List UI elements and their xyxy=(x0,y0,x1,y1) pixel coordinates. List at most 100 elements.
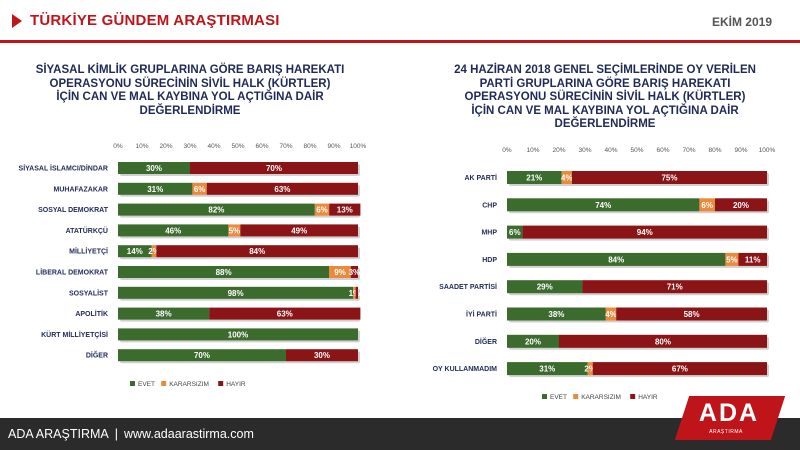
bar-segment-evet xyxy=(118,307,210,320)
bar-segment-kararsizim xyxy=(587,362,593,376)
data-label: 75% xyxy=(661,174,677,183)
footer-url[interactable]: www.adaarastirma.com xyxy=(123,427,254,441)
category-label: SOSYALİST xyxy=(69,289,109,297)
data-label: 9% xyxy=(334,268,346,277)
charts-canvas: 0% 10% 20% 30% 40% 50% 60% 70% 80% 90% 100% SİYASAL… xyxy=(19,143,776,401)
legend-swatch xyxy=(130,381,135,386)
data-label: 31% xyxy=(539,365,555,374)
data-label: 58% xyxy=(684,310,700,319)
bar-segment-evet xyxy=(118,245,152,258)
data-label: 6% xyxy=(316,206,328,215)
logo-text: ADA xyxy=(698,399,760,427)
x-tick-label: 100% xyxy=(350,143,367,150)
data-label: 100% xyxy=(228,330,248,339)
x-tick-label: 50% xyxy=(630,147,643,154)
bar-segment-hayir xyxy=(582,280,767,294)
header-divider xyxy=(0,40,800,43)
category-label: HDP xyxy=(482,257,497,264)
legend-swatch xyxy=(573,394,579,399)
data-label: 84% xyxy=(249,247,265,256)
data-label: 70% xyxy=(266,164,282,173)
legend-swatch xyxy=(542,394,547,399)
x-tick-label: 10% xyxy=(526,147,539,154)
category-label: KÜRT MİLLİYETÇİSİ xyxy=(41,330,108,339)
data-label: 4% xyxy=(605,310,617,319)
data-label: 5% xyxy=(726,255,738,264)
bar-segment-evet xyxy=(118,224,229,237)
data-label: 2% xyxy=(584,365,596,374)
x-tick-label: 30% xyxy=(183,143,196,150)
bar-segment-kararsizim xyxy=(725,252,739,266)
header-bar: TÜRKİYE GÜNDEM ARAŞTIRMASI EKİM 2019 xyxy=(0,0,800,43)
chart-title-line: İÇİN CAN VE MAL KAYBINA YOL AÇTIĞINA DAİ… xyxy=(471,104,739,117)
bar-segment-kararsizim xyxy=(699,198,715,212)
x-tick-label: 60% xyxy=(656,147,669,154)
bar-segment-evet xyxy=(507,171,562,184)
chart-title-line: DEĞERLENDİRME xyxy=(139,104,241,117)
logo-subtext: ARAŞTIRMA xyxy=(709,429,743,435)
bar-segment-hayir xyxy=(572,171,767,184)
x-tick-label: 50% xyxy=(231,143,244,150)
bar-segment-evet xyxy=(118,286,354,299)
data-label: 5% xyxy=(229,226,241,235)
bar-segment-evet xyxy=(118,182,193,195)
bar-segment-hayir xyxy=(206,182,358,195)
bar-segment-kararsizim xyxy=(561,171,572,184)
chart-title-line: SİYASAL KİMLİK GRUPLARINA GÖRE BARIŞ HAR… xyxy=(35,64,345,76)
chart-title-line: İÇİN CAN VE MAL KAYBINA YOL AÇTIĞINA DAİ… xyxy=(56,91,324,103)
bar-segment-hayir xyxy=(592,362,767,376)
bar-segment-evet xyxy=(507,252,726,266)
data-label: 88% xyxy=(216,268,232,277)
category-label: SİYASAL İSLAMCI/DİNDAR xyxy=(19,165,108,173)
bar-segment-evet xyxy=(507,307,606,321)
data-label: 63% xyxy=(277,310,293,319)
category-label: İYİ PARTİ xyxy=(466,311,497,319)
bar-segment-hayir xyxy=(286,349,358,362)
data-label: 4% xyxy=(561,174,573,183)
bar-segment-kararsizim xyxy=(353,286,356,299)
bar-segment-hayir xyxy=(329,203,361,216)
bar-segment-hayir xyxy=(522,225,767,239)
legend-label: KARARSIZIM xyxy=(169,381,209,388)
bar-segment-kararsizim xyxy=(314,203,330,216)
data-label: 3% xyxy=(349,268,361,277)
bar-segment-evet xyxy=(507,280,583,294)
right-chart-title: 24 HAZİRAN 2018 GENEL SEÇİMLERİNDE OY VE… xyxy=(420,64,790,132)
data-label: 6% xyxy=(509,228,521,237)
bar-segment-hayir xyxy=(350,266,358,278)
chart-title-line: 24 HAZİRAN 2018 GENEL SEÇİMLERİNDE OY VE… xyxy=(454,64,756,76)
x-tick-label: 30% xyxy=(578,147,591,154)
x-tick-label: 80% xyxy=(708,147,721,154)
bar-segment-hayir xyxy=(209,307,361,320)
bar-segment-evet xyxy=(507,198,700,212)
data-label: 30% xyxy=(314,351,330,360)
legend-swatch xyxy=(630,394,636,399)
x-tick-label: 80% xyxy=(303,143,316,150)
data-label: 20% xyxy=(525,337,541,346)
data-label: 63% xyxy=(274,185,290,194)
chart-title-line: PARTİ GRUPLARINA GÖRE BARIŞ HAREKATI xyxy=(479,77,731,90)
data-label: 6% xyxy=(701,201,713,210)
x-tick-label: 40% xyxy=(207,143,220,150)
left-chart-title: SİYASAL KİMLİK GRUPLARINA GÖRE BARIŞ HAR… xyxy=(10,64,370,118)
chart-title-line: OPERASYONU SÜRECİNİN SİVİL HALK (KÜRTLER… xyxy=(464,91,746,103)
category-label: MHP xyxy=(481,230,497,237)
bar-segment-kararsizim xyxy=(329,266,351,278)
bar-segment-evet xyxy=(507,334,559,348)
x-tick-label: 70% xyxy=(279,143,292,150)
bar-segment-kararsizim xyxy=(151,245,157,258)
data-label: 31% xyxy=(147,185,163,194)
data-label: 14% xyxy=(127,247,143,256)
category-label: OY KULLANMADIM xyxy=(433,366,498,373)
legend-swatch xyxy=(161,381,167,386)
data-label: 11% xyxy=(745,255,761,264)
category-label: MİLLİYETÇİ xyxy=(69,248,108,256)
category-label: AK PARTİ xyxy=(464,174,497,182)
legend-label: HAYIR xyxy=(638,394,658,401)
x-tick-label: 20% xyxy=(159,143,172,150)
x-tick-label: 0% xyxy=(113,143,123,150)
x-tick-label: 90% xyxy=(734,147,747,154)
footer-separator: | xyxy=(114,427,118,441)
bar-segment-hayir xyxy=(738,252,767,266)
category-label: MUHAFAZAKAR xyxy=(54,186,108,193)
